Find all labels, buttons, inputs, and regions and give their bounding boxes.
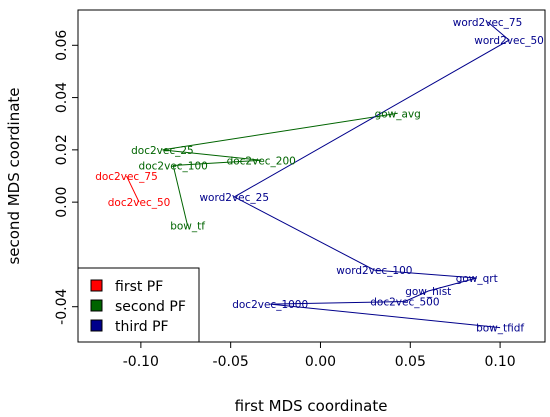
y-axis-title: second MDS coordinate [5, 87, 23, 264]
point-label: bow_tf [170, 221, 205, 233]
x-tick-label: 0.05 [395, 354, 426, 370]
y-tick-label: -0.04 [54, 289, 70, 325]
point-label: doc2vec_200 [227, 155, 296, 167]
point-label: doc2vec_50 [108, 197, 171, 209]
point-label: doc2vec_75 [95, 171, 158, 183]
x-axis: -0.10 -0.05 0.00 0.05 0.10 [123, 342, 516, 370]
point-label: doc2vec_500 [370, 296, 439, 308]
x-tick-label: -0.05 [213, 354, 249, 370]
point-label: word2vec_75 [453, 17, 523, 29]
x-tick-label: 0.10 [485, 354, 516, 370]
legend-swatch [90, 299, 103, 312]
point-label: doc2vec_1000 [232, 299, 308, 311]
point-labels: doc2vec_75 doc2vec_50 gow_avg doc2vec_25doc… [95, 17, 544, 335]
series-lines [126, 21, 510, 329]
legend-label: first PF [115, 279, 163, 295]
series-line-3 [233, 21, 510, 329]
legend-swatch [90, 279, 103, 292]
point-label: gow_avg [375, 108, 421, 120]
legend: first PF second PF third PF [77, 267, 200, 343]
x-tick-label: 0.00 [305, 354, 336, 370]
y-axis: -0.04 0.00 0.02 0.04 0.06 [54, 30, 78, 325]
y-tick-label: 0.02 [54, 134, 70, 165]
point-label: word2vec_100 [336, 265, 412, 277]
x-axis-title: first MDS coordinate [235, 397, 388, 415]
legend-swatch [90, 319, 103, 332]
point-label: doc2vec_100 [139, 161, 208, 173]
point-label: word2vec_50 [474, 35, 544, 47]
point-label: gow_qrt [456, 273, 498, 285]
y-tick-label: 0.00 [54, 187, 70, 218]
series-line-2 [162, 112, 398, 226]
y-tick-label: 0.06 [54, 30, 70, 61]
point-label: doc2vec_25 [131, 145, 194, 157]
point-label: gow_hist [405, 286, 451, 298]
x-tick-label: -0.10 [123, 354, 159, 370]
legend-label: third PF [115, 319, 169, 335]
plot-frame [77, 9, 546, 343]
series-line-1 [126, 175, 140, 203]
point-label: word2vec_25 [199, 192, 269, 204]
legend-label: second PF [115, 299, 186, 315]
point-label: bow_tfidf [476, 323, 524, 335]
y-tick-label: 0.04 [54, 82, 70, 113]
